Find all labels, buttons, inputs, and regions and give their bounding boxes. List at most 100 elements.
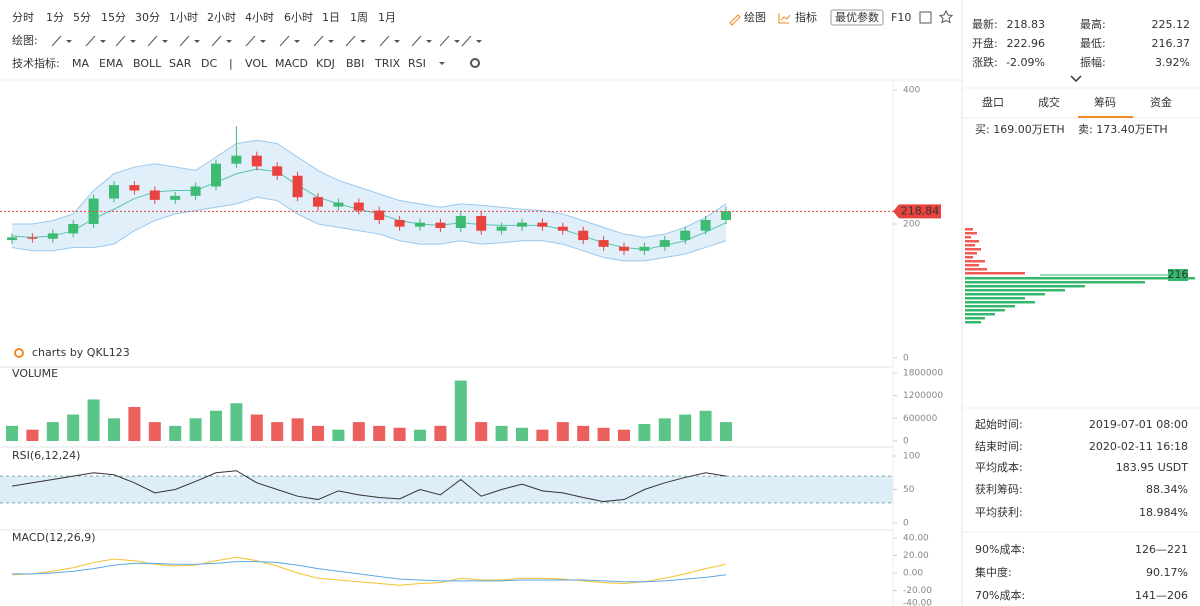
chip-bar <box>965 264 979 267</box>
period-tab[interactable]: 1小时 <box>169 11 198 24</box>
indicator-tab[interactable]: BBI <box>346 57 364 70</box>
chip-bar <box>965 297 1025 300</box>
period-tab[interactable]: 30分 <box>135 11 160 24</box>
candle-body <box>190 186 201 196</box>
quote-label: 最新: <box>972 17 998 31</box>
candle-body <box>353 202 364 211</box>
indicator-tab[interactable]: DC <box>201 57 217 70</box>
period-tab[interactable]: 1月 <box>378 11 396 24</box>
draw-tool[interactable] <box>245 35 256 47</box>
dropdown-arrow[interactable] <box>328 40 334 43</box>
period-tab[interactable]: 1日 <box>322 11 340 24</box>
panel-tab[interactable]: 盘口 <box>982 95 1004 109</box>
f10-button[interactable]: F10 <box>891 11 911 24</box>
sell-amount: 卖: 173.40万ETH <box>1078 123 1168 136</box>
y-tick-label: 0.00 <box>903 569 923 579</box>
star-icon[interactable] <box>938 9 954 24</box>
indicator-tab[interactable]: SAR <box>169 57 192 70</box>
logo-icon <box>14 348 24 358</box>
params-button-frame[interactable] <box>830 9 884 26</box>
draw-tool[interactable] <box>411 35 422 47</box>
indicator-button[interactable]: 指标 <box>795 10 817 24</box>
dropdown-arrow[interactable] <box>394 40 400 43</box>
draw-tool[interactable] <box>379 35 390 47</box>
settings-icon[interactable] <box>470 58 480 68</box>
pane-label: RSI(6,12,24) <box>12 449 80 462</box>
candle-body <box>415 222 425 227</box>
pencil-icon <box>729 14 741 26</box>
chip-bar <box>965 252 977 255</box>
dropdown-arrow[interactable] <box>294 40 300 43</box>
candle-body <box>598 240 609 247</box>
draw-tool[interactable] <box>179 35 190 47</box>
period-tab[interactable]: 15分 <box>101 11 126 24</box>
draw-tool[interactable] <box>147 35 158 47</box>
rsi-band <box>0 476 893 503</box>
period-tab[interactable]: 1分 <box>46 11 64 24</box>
dropdown-arrow[interactable] <box>454 40 460 43</box>
indicator-tab[interactable]: MACD <box>275 57 308 70</box>
indicator-tab[interactable]: | <box>229 57 233 70</box>
dropdown-arrow[interactable] <box>360 40 366 43</box>
draw-tool[interactable] <box>313 35 324 47</box>
draw-button[interactable]: 绘图 <box>744 10 766 24</box>
dropdown-arrow[interactable] <box>100 40 106 43</box>
indicator-tab[interactable]: EMA <box>99 57 123 70</box>
dropdown-arrow[interactable] <box>260 40 266 43</box>
period-tab[interactable]: 4小时 <box>245 11 274 24</box>
dropdown-arrow[interactable] <box>66 40 72 43</box>
quote-label: 最高: <box>1080 17 1106 31</box>
panel-tab[interactable]: 筹码 <box>1094 95 1116 109</box>
panel-tab[interactable]: 资金 <box>1150 95 1172 109</box>
dropdown-arrow[interactable] <box>162 40 168 43</box>
indicator-tab[interactable]: VOL <box>245 57 268 70</box>
volume-bar <box>6 425 18 441</box>
candle-body <box>700 219 711 231</box>
dropdown-arrow[interactable] <box>130 40 136 43</box>
volume-bar <box>393 427 406 441</box>
params-button[interactable]: 最优参数 <box>835 10 879 24</box>
period-tab[interactable]: 6小时 <box>284 11 313 24</box>
candle-body <box>129 185 140 191</box>
draw-tool[interactable] <box>345 35 356 47</box>
expand-icon[interactable] <box>1070 75 1082 83</box>
period-tab[interactable]: 5分 <box>73 11 91 24</box>
y-tick-label: 1800000 <box>903 369 943 379</box>
period-tab[interactable]: 2小时 <box>207 11 236 24</box>
indicator-tab[interactable]: MA <box>72 57 89 70</box>
period-tab[interactable]: 1周 <box>350 11 368 24</box>
indicator-tab[interactable]: KDJ <box>316 57 335 70</box>
chip-bar <box>965 281 1145 284</box>
draw-tool[interactable] <box>279 35 290 47</box>
dropdown-arrow[interactable] <box>194 40 200 43</box>
candle-body <box>333 202 344 207</box>
quote-value: 3.92% <box>1155 56 1190 69</box>
y-tick-label: 600000 <box>903 414 938 424</box>
draw-tool[interactable] <box>439 35 450 47</box>
dropdown-arrow[interactable] <box>439 62 445 65</box>
quote-value: 218.83 <box>1007 18 1046 31</box>
candle-body <box>639 246 650 251</box>
dropdown-arrow[interactable] <box>476 40 482 43</box>
volume-bar <box>638 424 651 441</box>
indicator-tab[interactable]: TRIX <box>374 57 401 70</box>
quote-value: -2.09% <box>1006 56 1045 69</box>
draw-tool[interactable] <box>51 35 62 47</box>
info-label: 获利筹码: <box>975 482 1023 496</box>
indicator-tab[interactable]: RSI <box>408 57 426 70</box>
draw-tool[interactable] <box>85 35 96 47</box>
volume-bar <box>169 425 182 441</box>
dropdown-arrow[interactable] <box>426 40 432 43</box>
indicator-tab[interactable]: BOLL <box>133 57 162 70</box>
fullscreen-icon[interactable] <box>919 11 932 24</box>
quote-label: 振幅: <box>1080 55 1106 69</box>
candle-body <box>578 230 589 241</box>
draw-tool[interactable] <box>461 35 472 47</box>
quote-value: 216.37 <box>1152 37 1191 50</box>
draw-tool[interactable] <box>211 35 222 47</box>
period-tab[interactable]: 分时 <box>12 11 34 24</box>
chip-bar <box>965 301 1035 304</box>
panel-tab[interactable]: 成交 <box>1038 95 1060 109</box>
dropdown-arrow[interactable] <box>226 40 232 43</box>
draw-tool[interactable] <box>115 35 126 47</box>
